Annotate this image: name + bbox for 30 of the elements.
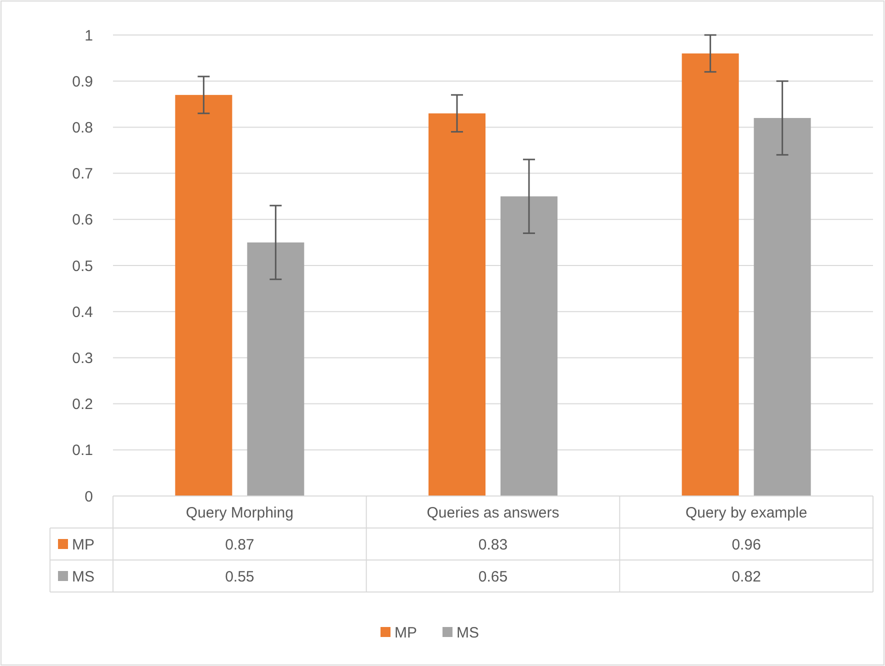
y-tick-label: 0.1 — [72, 442, 93, 460]
y-tick-label: 0.9 — [72, 73, 93, 90]
bar — [428, 113, 486, 496]
bar — [247, 242, 304, 496]
y-tick-label: 0 — [84, 488, 93, 506]
x-tick-label: Queries as answers — [426, 504, 560, 522]
legend-label: MS — [456, 624, 479, 642]
data-label: 0.82 — [732, 568, 761, 586]
data-label: 0.65 — [478, 568, 508, 586]
x-tick-label: Query Morphing — [186, 504, 294, 522]
bar — [175, 94, 232, 496]
y-tick-label: 0.7 — [72, 166, 93, 183]
x-tick-label: Query by example — [685, 504, 808, 522]
y-tick-label: 0.4 — [72, 304, 93, 321]
text: MS — [72, 568, 94, 586]
y-tick-label: 0.8 — [72, 119, 93, 136]
text: MP — [394, 624, 417, 642]
data-label: 0.55 — [225, 568, 254, 586]
y-tick-label: 0.2 — [72, 396, 93, 414]
y-tick-label: 1 — [84, 27, 93, 44]
legend-label: MP — [72, 536, 94, 554]
bar — [754, 118, 811, 496]
data-label: 0.87 — [225, 536, 254, 554]
bar — [500, 196, 558, 496]
bar — [682, 53, 739, 496]
y-tick-label: 0.5 — [72, 258, 93, 275]
y-tick-label: 0.6 — [72, 212, 93, 229]
y-tick-label: 0.3 — [72, 350, 93, 367]
data-label: 0.96 — [732, 536, 761, 554]
data-label: 0.83 — [478, 536, 508, 554]
